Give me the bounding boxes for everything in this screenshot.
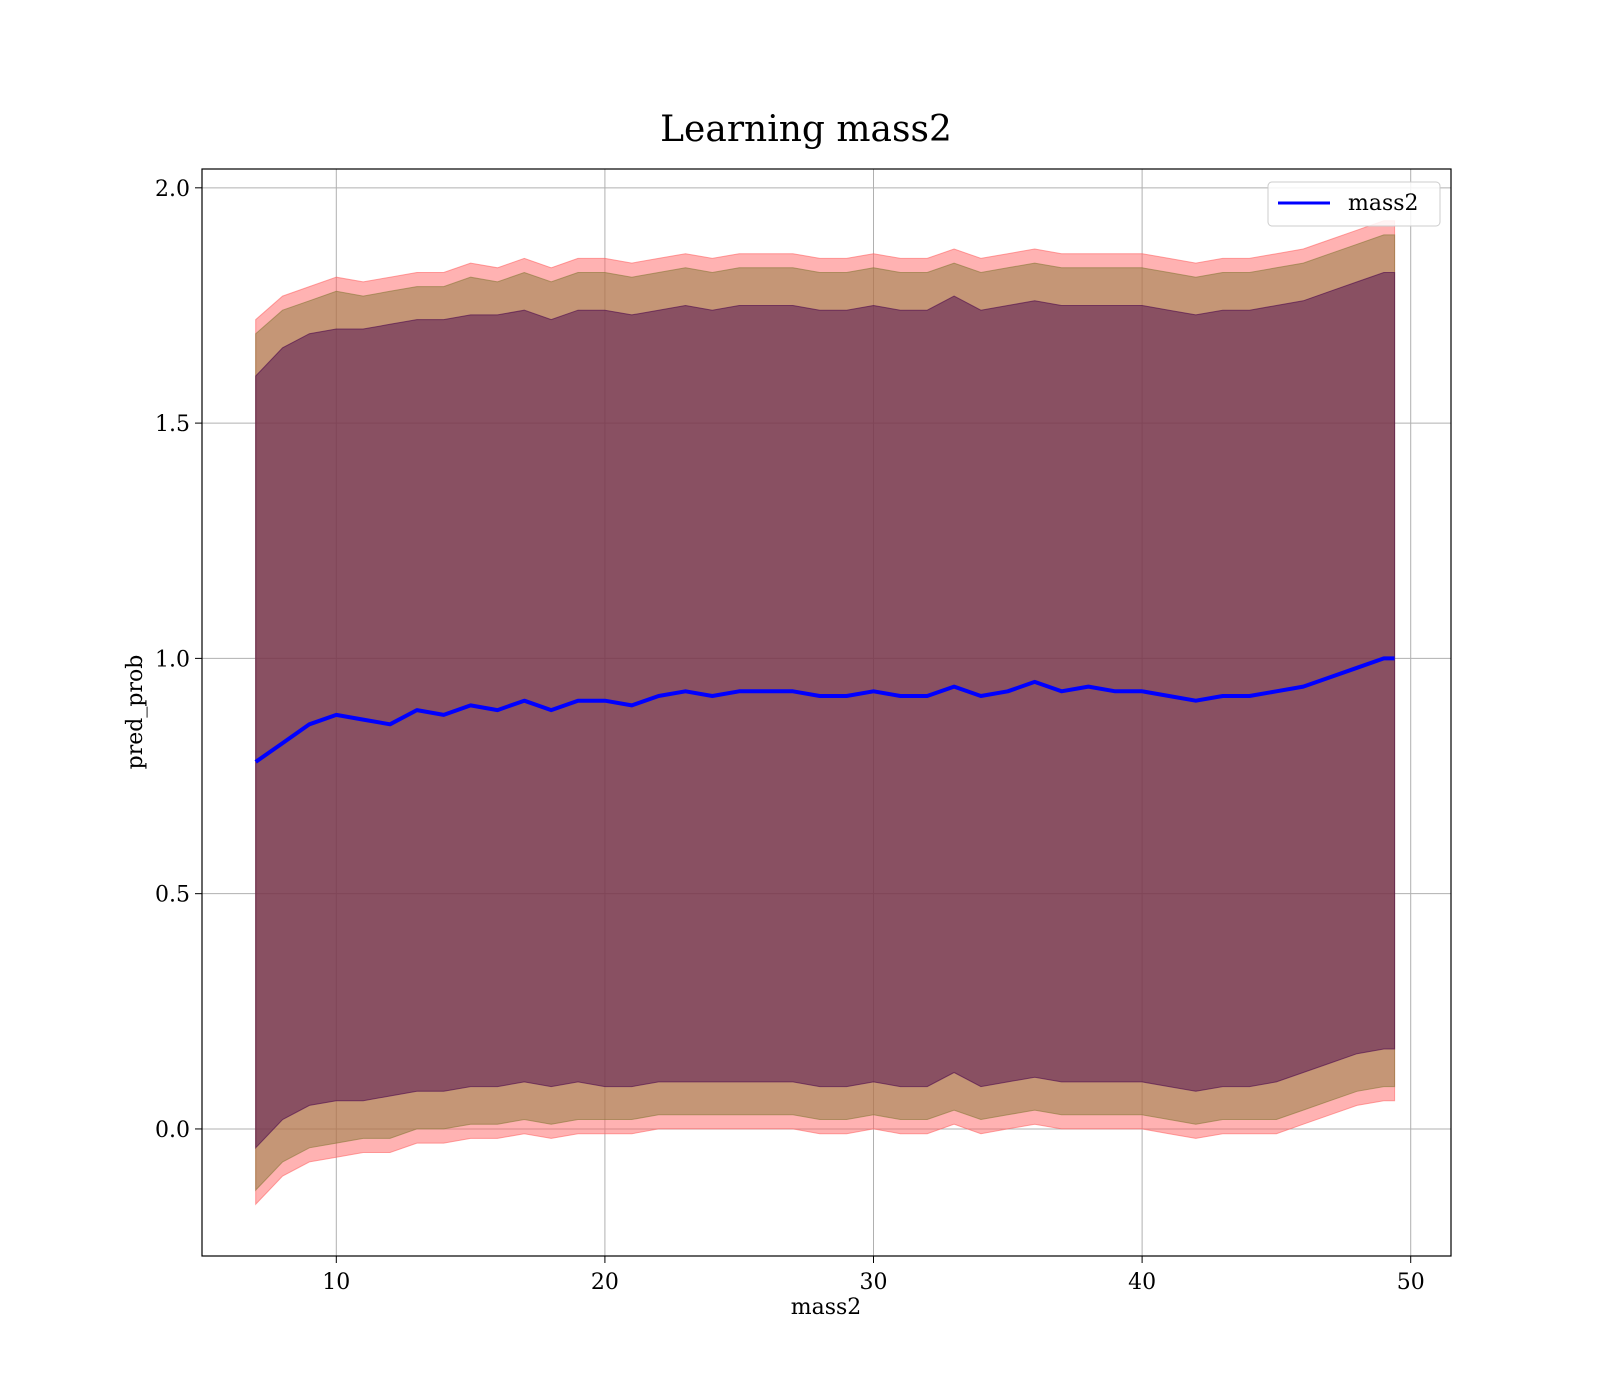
legend: mass2 (1267, 181, 1441, 227)
x-tick-label: 10 (322, 1270, 350, 1295)
y-tick-label: 1.0 (155, 647, 190, 672)
y-tick-label: 2.0 (155, 177, 190, 202)
x-axis: 10 20 30 40 50 (322, 1256, 1425, 1295)
y-tick-label: 1.5 (155, 412, 190, 437)
plot-frame (201, 168, 1452, 1257)
y-tick-label: 0.5 (155, 883, 190, 908)
data-series (254, 656, 1395, 764)
x-tick-label: 50 (1397, 1270, 1425, 1295)
legend-label-mass2: mass2 (1348, 191, 1419, 216)
y-axis: 0.0 0.5 1.0 1.5 2.0 (155, 177, 202, 1143)
series-line-mass2 (254, 656, 1395, 764)
x-axis-label: mass2 (791, 1295, 862, 1320)
band-inner (255, 272, 1396, 1150)
x-tick-label: 20 (591, 1270, 619, 1295)
x-tick-label: 30 (860, 1270, 888, 1295)
y-tick-label: 0.0 (155, 1118, 190, 1143)
x-tick-label: 40 (1128, 1270, 1156, 1295)
legend-box (1267, 181, 1441, 227)
chart-title: Learning mass2 (660, 109, 952, 150)
y-axis-label: pred_prob (123, 655, 148, 770)
confidence-bands (255, 220, 1396, 1206)
